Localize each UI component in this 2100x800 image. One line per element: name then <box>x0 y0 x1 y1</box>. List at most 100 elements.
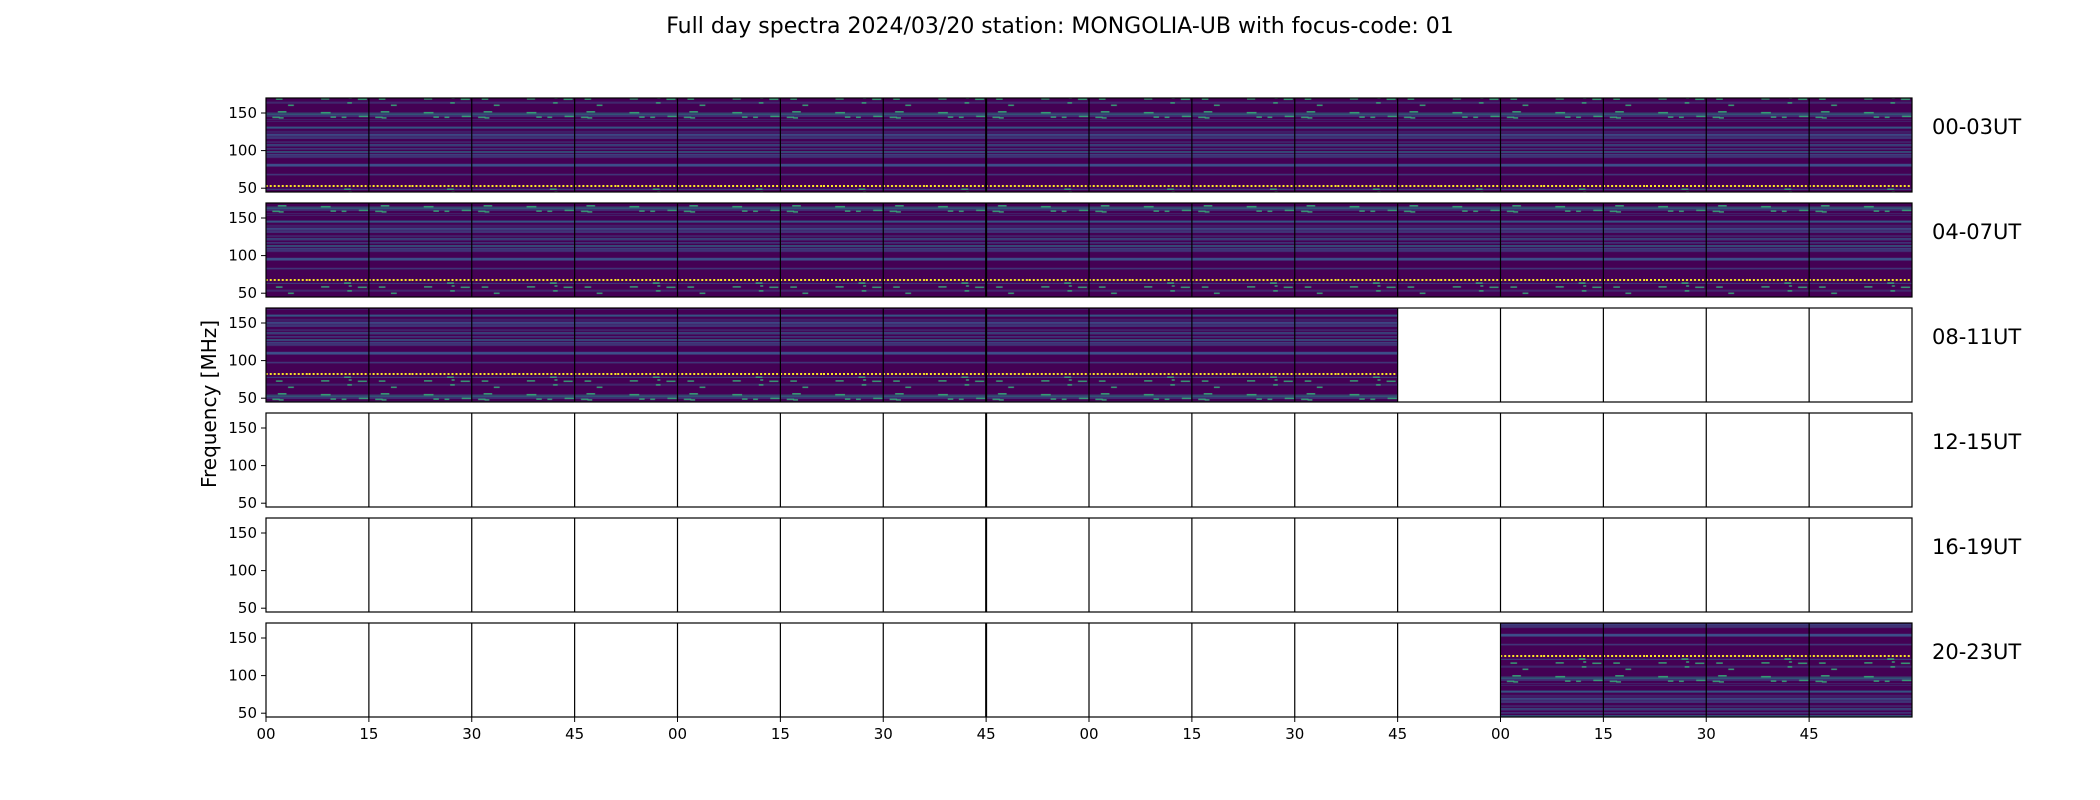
spectrum-panel <box>1500 98 1604 192</box>
empty-panel <box>266 518 369 612</box>
row-time-label: 20-23UT <box>1932 640 2021 664</box>
y-tick-label: 150 <box>228 209 257 227</box>
x-tick-label: 30 <box>1285 725 1304 743</box>
y-tick-label: 50 <box>238 704 257 722</box>
spectrum-panel <box>368 203 472 297</box>
y-tick-label: 150 <box>228 104 257 122</box>
y-tick-label: 150 <box>228 524 257 542</box>
x-tick-label: 45 <box>565 725 584 743</box>
empty-panel <box>677 518 781 612</box>
spectrum-panel <box>1706 623 1810 717</box>
spectrum-panel <box>1500 623 1604 717</box>
spectrum-panel <box>1294 308 1398 402</box>
spectrum-panel <box>883 308 987 402</box>
empty-panel <box>1500 518 1604 612</box>
row-frame <box>265 517 1913 613</box>
spectrum-panel <box>368 308 472 402</box>
y-tick-label: 50 <box>238 599 257 617</box>
spectrum-panel <box>266 203 369 297</box>
row-time-label: 04-07UT <box>1932 220 2021 244</box>
y-tick-label: 100 <box>228 247 257 265</box>
spectrum-panel <box>1294 203 1398 297</box>
y-tick-label: 100 <box>228 562 257 580</box>
x-tick-label: 00 <box>1491 725 1510 743</box>
y-tick-label: 100 <box>228 352 257 370</box>
empty-panel <box>368 518 472 612</box>
x-tick-label: 30 <box>462 725 481 743</box>
row-frame <box>265 97 1913 193</box>
empty-panel <box>1397 308 1501 402</box>
empty-panel <box>1397 413 1501 507</box>
spectrum-panel <box>1191 308 1295 402</box>
chart-title: Full day spectra 2024/03/20 station: MON… <box>666 14 1454 39</box>
empty-panel <box>1706 413 1810 507</box>
empty-panel <box>574 518 678 612</box>
empty-panel <box>1089 518 1192 612</box>
empty-panel <box>574 623 678 717</box>
spectrum-panel <box>1191 203 1295 297</box>
row-frame <box>265 412 1913 508</box>
spectrum-panel <box>677 308 781 402</box>
empty-panel <box>1397 518 1501 612</box>
empty-panel <box>471 623 575 717</box>
spectra-rows: 50 100 150 00-03UT 50 100 150 04-07UT 50 100 150 08… <box>228 97 2021 743</box>
spectrum-panel <box>574 308 678 402</box>
empty-panel <box>1809 518 1913 612</box>
row-time-label: 12-15UT <box>1932 430 2021 454</box>
spectrum-panel <box>1089 203 1192 297</box>
empty-panel <box>1089 413 1192 507</box>
empty-panel <box>780 518 884 612</box>
empty-panel <box>368 413 472 507</box>
empty-panel <box>677 623 781 717</box>
spectrum-panel <box>1809 203 1913 297</box>
spectrum-panel <box>471 98 575 192</box>
empty-panel <box>574 413 678 507</box>
empty-panel <box>1397 623 1501 717</box>
y-tick-label: 50 <box>238 389 257 407</box>
empty-panel <box>883 518 987 612</box>
y-axis-label: Frequency [MHz] <box>197 320 221 488</box>
spectrum-panel <box>1809 623 1913 717</box>
empty-panel <box>368 623 472 717</box>
empty-panel <box>1603 413 1707 507</box>
y-tick-label: 100 <box>228 457 257 475</box>
spectrum-panel <box>368 98 472 192</box>
empty-panel <box>1191 413 1295 507</box>
spectrum-panel <box>1603 98 1707 192</box>
spectra-row: 50 100 150 00-03UT <box>228 97 2021 197</box>
spectrum-panel <box>266 308 369 402</box>
empty-panel <box>1294 518 1398 612</box>
empty-panel <box>1706 308 1810 402</box>
spectrum-panel <box>1809 98 1913 192</box>
spectrum-panel <box>1603 623 1707 717</box>
row-time-label: 08-11UT <box>1932 325 2021 349</box>
spectra-row: 50 100 150 12-15UT <box>228 412 2021 512</box>
spectrum-panel <box>266 98 369 192</box>
x-tick-label: 15 <box>771 725 790 743</box>
spectrum-panel <box>986 98 1090 192</box>
empty-panel <box>1603 308 1707 402</box>
x-tick-label: 15 <box>1182 725 1201 743</box>
x-tick-label: 00 <box>1079 725 1098 743</box>
spectrum-panel <box>574 98 678 192</box>
row-time-label: 00-03UT <box>1932 115 2021 139</box>
x-tick-label: 45 <box>1388 725 1407 743</box>
x-tick-label: 15 <box>1594 725 1613 743</box>
empty-panel <box>1294 413 1398 507</box>
spectrum-panel <box>883 98 987 192</box>
y-tick-label: 50 <box>238 284 257 302</box>
y-tick-label: 100 <box>228 667 257 685</box>
spectrum-panel <box>1706 98 1810 192</box>
spectrum-panel <box>1603 203 1707 297</box>
empty-panel <box>471 518 575 612</box>
empty-panel <box>1191 518 1295 612</box>
y-tick-label: 150 <box>228 419 257 437</box>
spectrum-panel <box>1089 98 1192 192</box>
spectrum-panel <box>986 308 1090 402</box>
spectra-row: 50 100 150 16-19UT <box>228 517 2021 617</box>
empty-panel <box>266 413 369 507</box>
spectrum-panel <box>1089 308 1192 402</box>
empty-panel <box>780 623 884 717</box>
spectra-row: 50 100 150 04-07UT <box>228 202 2021 302</box>
